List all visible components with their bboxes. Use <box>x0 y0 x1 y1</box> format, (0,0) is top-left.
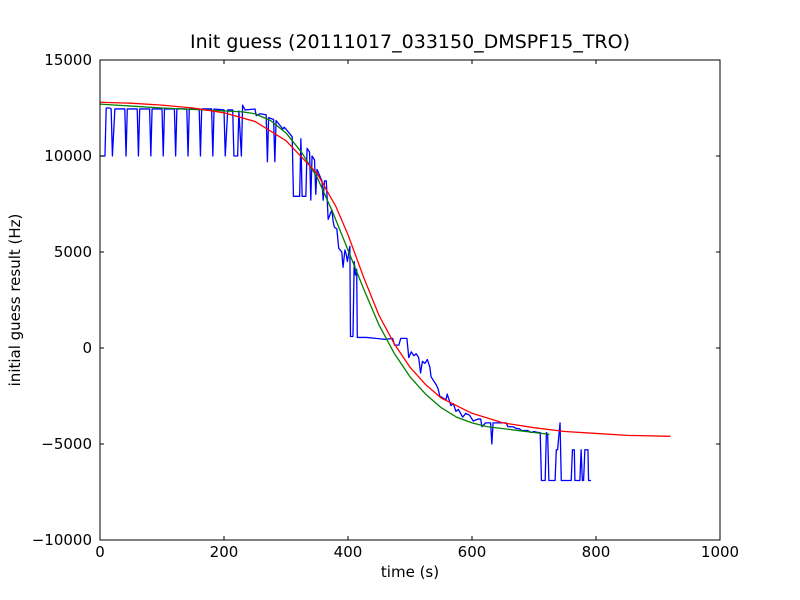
y-tick-label: 15000 <box>44 51 92 69</box>
x-tick-label: 400 <box>334 543 363 561</box>
plot-area: 0 200 400 600 800 1000 −10000 −5000 0 5000 10000 15… <box>32 51 739 561</box>
series-line-2 <box>100 103 550 436</box>
y-tick-label: 0 <box>82 339 92 357</box>
x-tick-label: 800 <box>582 543 611 561</box>
y-tick-label: −10000 <box>32 531 92 549</box>
series-line-3 <box>100 101 671 437</box>
x-tick-label: 1000 <box>701 543 739 561</box>
y-tick-label: −5000 <box>41 435 92 453</box>
series-group <box>100 101 671 482</box>
x-tick-label: 0 <box>95 543 105 561</box>
x-tick-label: 600 <box>458 543 487 561</box>
x-tick-label: 200 <box>210 543 239 561</box>
axes-frame <box>99 59 721 541</box>
series-line-1 <box>100 104 592 482</box>
y-tick-label: 10000 <box>44 147 92 165</box>
chart-title: Init guess (20111017_033150_DMSPF15_TRO) <box>190 31 630 53</box>
x-axis-label: time (s) <box>381 563 439 581</box>
y-axis-label: initial guess result (Hz) <box>6 214 24 387</box>
y-tick-label: 5000 <box>54 243 92 261</box>
